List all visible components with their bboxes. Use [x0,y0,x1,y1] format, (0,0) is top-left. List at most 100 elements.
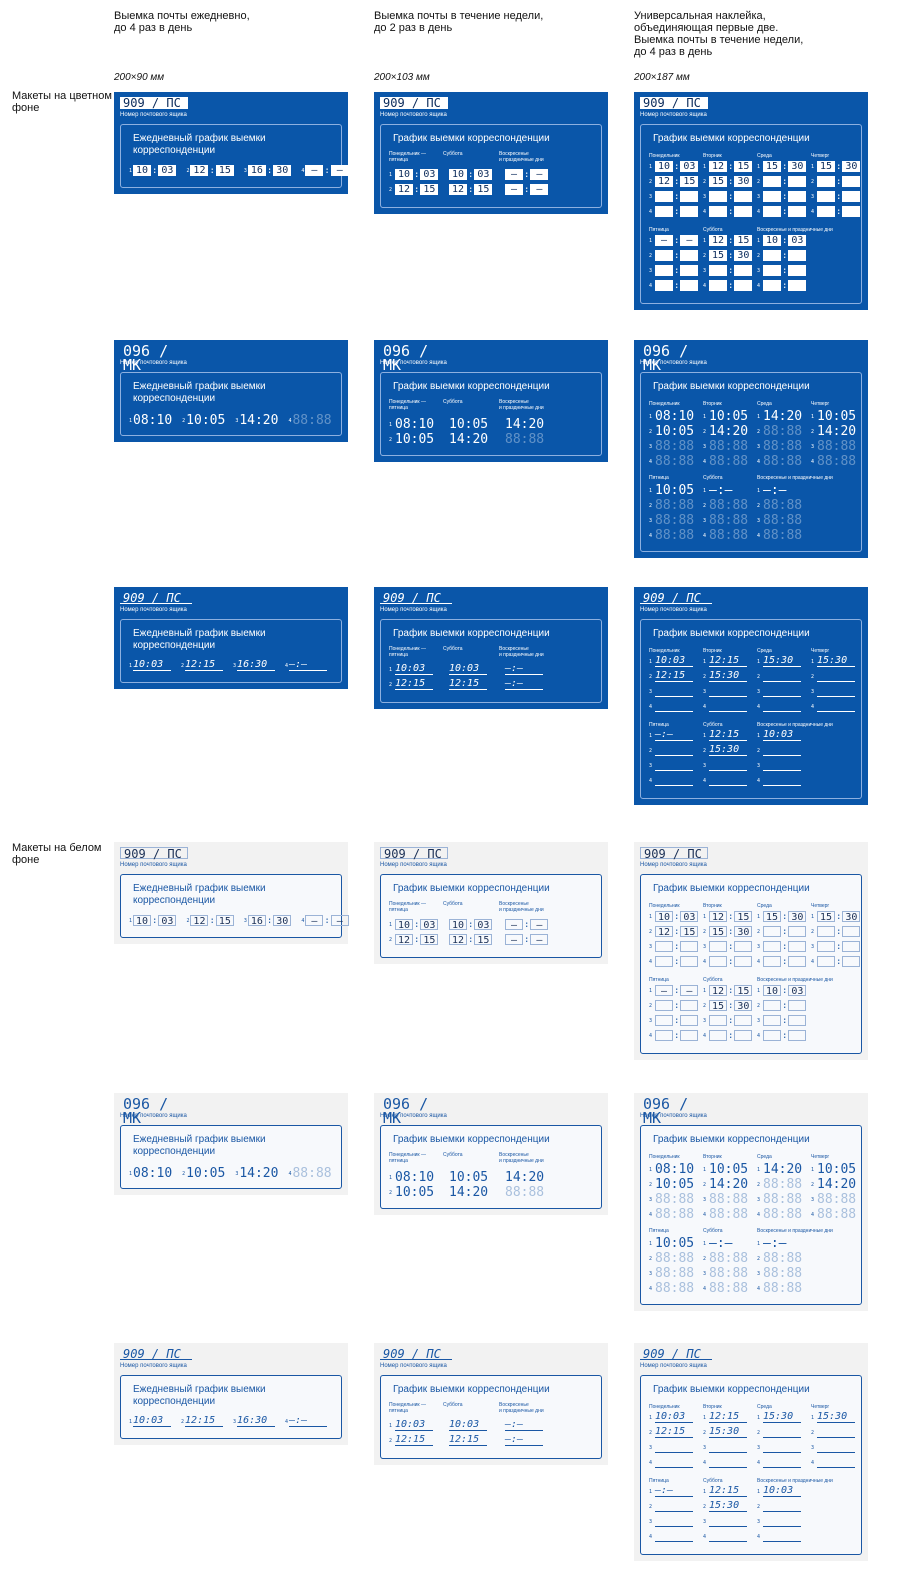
universal-slot: 4: [649,206,699,217]
time-minutes [680,191,699,202]
time-digits: 88:88 [709,1251,749,1266]
time-handwritten [763,1516,801,1527]
time-handwritten: 15:30 [709,1501,747,1512]
universal-slot: 2 [811,671,855,682]
time-digits: 14:20 [817,424,857,439]
weekly-slot: 14:20 [499,1170,544,1185]
universal-slot: 4 88:88 [649,1207,694,1222]
slot-index: 4 [757,458,761,465]
slot-index: 3 [703,688,707,695]
slot-index: 2 [182,417,186,424]
schedule-title: График выемки корреспонденции [393,628,550,639]
time-colon: : [414,919,420,930]
time-hours [763,956,781,967]
time-minutes [788,280,807,291]
mailbox-number-caption: Номер почтового ящика [380,607,447,613]
slot-index: 3 [811,443,815,450]
universal-slot: 2: [811,926,861,937]
time-slot: 10:03 [655,911,699,923]
daily-slot: 4 88:88 [288,1166,331,1181]
slot-index: 4 [301,167,305,174]
time-colon: : [728,941,734,952]
time-minutes [734,265,753,276]
universal-column-header: Воскресенье и праздничные дни [757,1478,833,1484]
universal-column-header: Четверг [811,903,830,909]
time-minutes [734,280,753,291]
weekly-column-header: Понедельник — пятница [389,1402,426,1414]
universal-slot: 2: [649,250,699,261]
weekly-column-header: Воскресенье и праздничные дни [499,151,544,163]
sticker-card: 096 / МК Номер почтового ящика График выем… [634,1093,868,1311]
time-minutes: 03 [788,235,807,246]
time-slot: 12:15 [395,934,439,946]
slot-index: 2 [182,1170,186,1177]
time-slot: 88:88 [655,513,694,528]
time-digits: 88:88 [763,1192,803,1207]
slot-index: 1 [649,237,653,244]
daily-slot: 2 10:05 [182,413,225,428]
time-slot [655,1531,693,1542]
time-hours: 10 [655,911,673,923]
time-slot: : [817,926,861,937]
time-minutes: 30 [734,176,753,187]
time-slot [655,686,693,697]
time-colon: : [674,926,680,937]
slot-index: 2 [811,428,815,435]
time-slot [763,686,801,697]
time-digits: 88:88 [655,513,695,528]
slot-index: 2 [757,178,761,185]
universal-slot: 4 88:88 [757,1207,802,1222]
time-slot: 16:30 [247,915,292,927]
universal-slot: 3 [811,686,855,697]
time-hours: — [505,919,523,931]
slot-index: 2 [186,917,190,924]
time-digits: 88:88 [817,439,857,454]
universal-slot: 2 88:88 [757,1177,802,1192]
time-colon: : [414,169,420,180]
slot-index: 4 [649,1533,653,1540]
time-slot: —:— [305,165,349,176]
time-hours [655,1000,673,1011]
weekly-slot: 12:15 [443,679,487,690]
slot-index: 1 [757,987,761,994]
universal-slot: 4: [811,206,861,217]
schedule-frame: Ежедневный график выемки корреспонденции… [120,1375,342,1439]
time-digits: 08:10 [655,409,695,424]
time-digits: 88:88 [763,528,803,543]
time-minutes: 30 [734,926,753,938]
time-slot: 12:15 [709,1486,747,1497]
time-colon: : [782,176,788,187]
time-slot: 08:10 [655,1162,694,1177]
universal-slot: 3 88:88 [649,1192,694,1207]
time-minutes [734,956,753,967]
universal-slot: 4 88:88 [757,528,802,543]
time-slot: 08:10 [395,1170,434,1185]
time-handwritten [817,1442,855,1453]
mailbox-number-caption: Номер почтового ящика [120,862,187,868]
time-hours [709,280,727,291]
time-hours: 10 [133,165,152,176]
universal-slot: 1 14:20 [757,1162,802,1177]
universal-slot: 2 88:88 [649,1251,694,1266]
universal-slot: 2: [757,176,807,187]
universal-slot: 2 12:15 [649,1427,693,1438]
time-hours [817,191,835,202]
slot-index: 2 [649,178,653,185]
time-colon: : [414,934,420,945]
universal-slot: 4 88:88 [703,1281,748,1296]
time-slot: 88:88 [763,1192,802,1207]
time-slot [817,671,855,682]
daily-slot: 4—:— [301,165,349,176]
universal-slot: 3 88:88 [757,1266,802,1281]
universal-slot: 4 [649,1457,693,1468]
time-colon: : [674,1030,680,1041]
mailbox-number-caption: Номер почтового ящика [120,607,187,613]
time-digits: 88:88 [763,1177,803,1192]
time-minutes [680,265,699,276]
time-handwritten: 15:30 [817,1412,855,1423]
time-minutes: 30 [842,911,861,923]
time-hours: 10 [133,915,152,927]
slot-index: 2 [703,1503,707,1510]
slot-index: 4 [649,1032,653,1039]
time-minutes: — [530,934,549,946]
